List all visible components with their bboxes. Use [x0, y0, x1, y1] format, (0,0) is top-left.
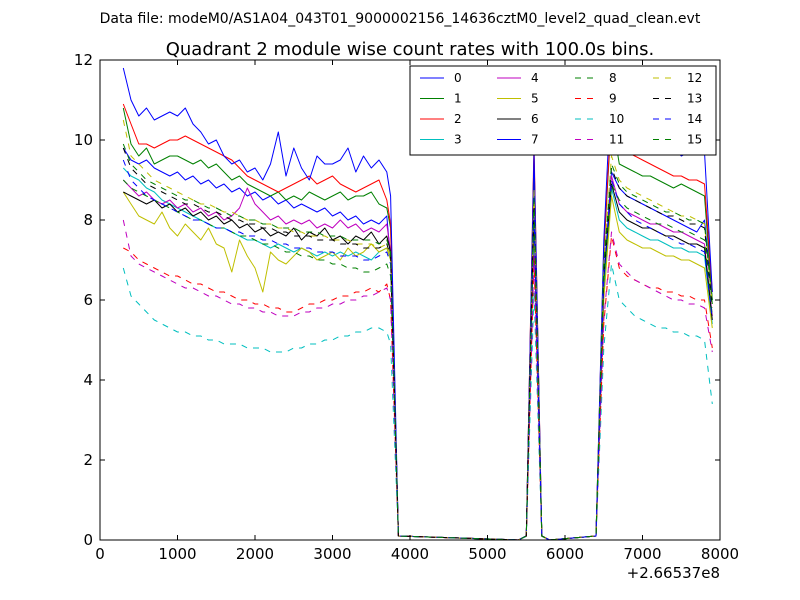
x-tick-label: 1000	[158, 545, 196, 563]
legend-label-5: 5	[531, 92, 539, 106]
legend-label-9: 9	[609, 92, 617, 106]
y-tick-label: 2	[83, 451, 93, 469]
series-14-line	[122, 159, 713, 540]
y-tick-label: 10	[74, 131, 93, 149]
legend-label-11: 11	[609, 133, 624, 147]
x-tick-label: 0	[95, 545, 105, 563]
series-15-line	[122, 143, 713, 540]
legend-label-7: 7	[531, 133, 539, 147]
legend-label-13: 13	[687, 92, 702, 106]
legend-label-3: 3	[454, 133, 462, 147]
series-11-line	[122, 219, 713, 540]
legend-label-14: 14	[687, 112, 702, 126]
y-tick-label: 8	[83, 211, 93, 229]
legend-label-10: 10	[609, 112, 624, 126]
series-12-line	[122, 119, 713, 540]
data-file-supertitle: Data file: modeM0/AS1A04_043T01_90000021…	[100, 11, 701, 27]
legend-label-4: 4	[531, 71, 539, 85]
series-5-line	[122, 191, 713, 540]
series-4-line	[122, 175, 713, 540]
series-10-line	[122, 263, 713, 540]
x-tick-label: 5000	[468, 545, 506, 563]
x-tick-label: 2000	[236, 545, 274, 563]
legend-label-6: 6	[531, 112, 539, 126]
legend-label-2: 2	[454, 112, 462, 126]
y-tick-label: 6	[83, 291, 93, 309]
y-tick-label: 4	[83, 371, 93, 389]
y-tick-label: 12	[74, 51, 93, 69]
legend-label-0: 0	[454, 71, 462, 85]
series-2-line	[122, 103, 713, 540]
x-tick-label: 8000	[701, 545, 739, 563]
axes: 0 1000 2000 3000 4000 5000 6000 7000 80000246810…	[74, 51, 739, 563]
x-tick-label: 7000	[623, 545, 661, 563]
y-tick-label: 0	[83, 531, 93, 549]
series-1-line	[122, 107, 713, 540]
legend-label-12: 12	[687, 71, 702, 85]
x-tick-label: 4000	[391, 545, 429, 563]
legend-box	[409, 65, 717, 156]
series-13-line	[122, 147, 713, 540]
x-tick-label: 3000	[313, 545, 351, 563]
legend-label-1: 1	[454, 92, 462, 106]
chart-title: Quadrant 2 module wise count rates with …	[166, 39, 655, 60]
series-6-line	[123, 183, 713, 540]
series-layer	[122, 67, 713, 540]
legend-label-15: 15	[687, 133, 702, 147]
legend-label-8: 8	[609, 71, 617, 85]
x-tick-label: 6000	[546, 545, 584, 563]
x-axis-offset-label: +2.66537e8	[627, 564, 720, 582]
